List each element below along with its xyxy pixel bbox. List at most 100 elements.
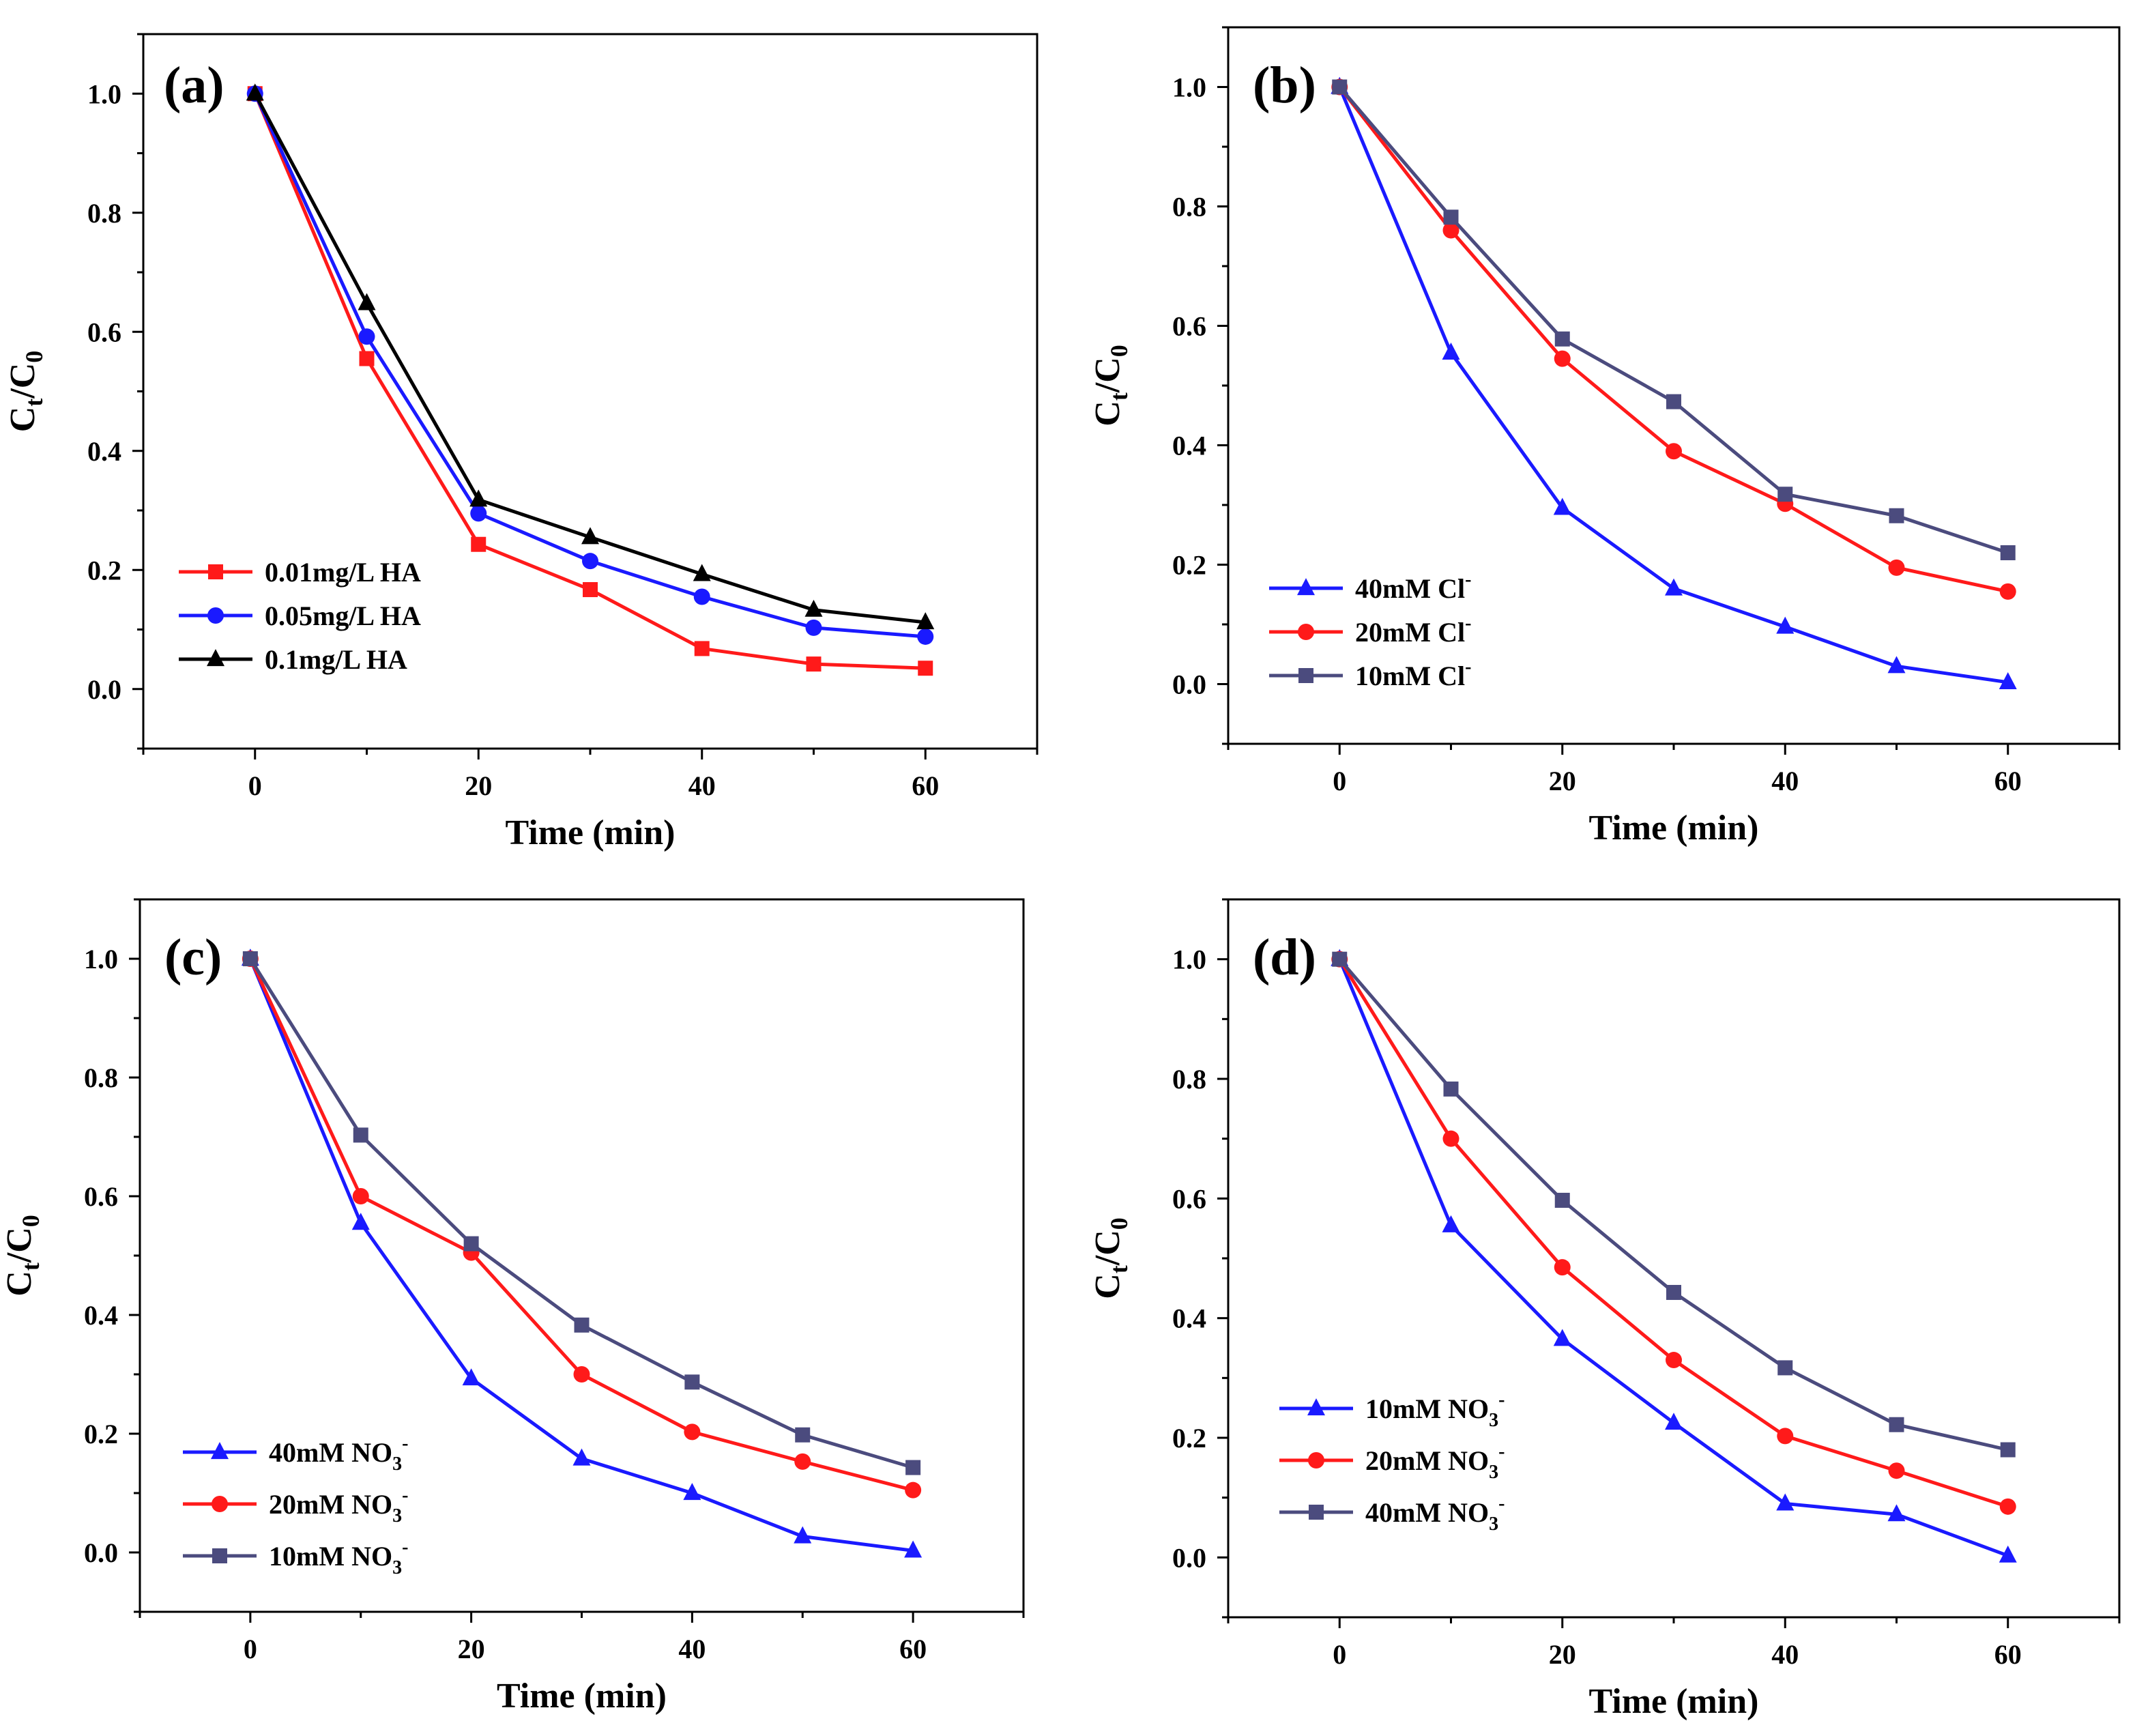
legend-label-text: 40mM Cl — [1355, 573, 1465, 604]
legend-label-sub: 3 — [392, 1557, 402, 1578]
y-tick-label: 1.0 — [87, 78, 121, 109]
data-point — [351, 1213, 370, 1230]
y-axis-title-main: C — [1088, 1273, 1127, 1299]
legend-item: 0.01mg/L HA — [179, 557, 421, 588]
y-axis-title-main: C — [0, 1271, 39, 1297]
legend: 40mM NO3-20mM NO3-10mM NO3- — [183, 1433, 408, 1578]
y-axis-title-sub: t — [17, 1262, 44, 1271]
x-tick-label: 0 — [244, 1634, 257, 1664]
data-point — [1666, 1284, 1681, 1300]
legend: 10mM NO3 - 20mM NO3- 40mM NO3- — [1279, 1389, 1505, 1535]
legend-item: 20mM NO3- — [183, 1485, 408, 1527]
data-point — [572, 1448, 591, 1466]
data-point — [1889, 508, 1904, 523]
data-point — [469, 489, 488, 507]
series-line — [1338, 85, 2009, 594]
legend-label-sup: - — [402, 1485, 408, 1506]
y-tick-label: 1.0 — [84, 944, 118, 974]
legend-label: 40mM NO3- — [269, 1433, 408, 1475]
data-point — [684, 1423, 701, 1441]
legend-item: 20mM NO3- — [1279, 1441, 1505, 1483]
legend-label: 10mM NO3- — [269, 1537, 408, 1578]
data-point — [2000, 1442, 2016, 1458]
legend-label-sup: - — [402, 1433, 408, 1454]
legend-marker — [1307, 1398, 1325, 1416]
y-axis-title-mid: /C — [1088, 357, 1127, 393]
y-tick-label: 0.8 — [1172, 192, 1206, 222]
series-2 — [242, 951, 922, 1499]
x-tick-label: 60 — [912, 770, 939, 801]
y-axis-title-mid: /C — [0, 1227, 39, 1263]
legend-label-sub: 3 — [392, 1505, 402, 1527]
data-point — [693, 588, 710, 605]
panel-d-frame — [1227, 898, 2121, 1619]
legend-label-sub: 3 — [1489, 1410, 1498, 1431]
data-point — [1777, 487, 1793, 502]
x-tick-label: 20 — [465, 770, 492, 801]
x-tick-label: 20 — [458, 1634, 485, 1664]
y-tick-label: 0.2 — [84, 1419, 118, 1449]
y-tick-label: 0.4 — [84, 1300, 118, 1331]
x-tick-label: 0 — [1333, 1639, 1346, 1670]
legend-label: 40mM NO3- — [1365, 1493, 1505, 1535]
data-point — [1888, 1462, 1905, 1479]
data-point — [1443, 1081, 1459, 1097]
legend-label-text: 10mM NO — [1365, 1393, 1489, 1424]
legend-label-text: 20mM NO — [1365, 1445, 1489, 1476]
data-point — [358, 293, 376, 310]
data-point — [794, 1526, 812, 1544]
data-point — [582, 553, 598, 570]
y-axis-title-mid: /C — [1088, 1230, 1127, 1266]
data-point — [1999, 1545, 2017, 1563]
y-tick-label: 0.0 — [1172, 669, 1206, 700]
series-line — [248, 957, 914, 1492]
x-axis-title: Time (min) — [1589, 1682, 1759, 1721]
y-tick-label: 0.2 — [1172, 550, 1206, 581]
legend-label-text: 0.05mg/L HA — [265, 601, 421, 631]
data-point — [1887, 656, 1906, 674]
series-3 — [1332, 79, 2016, 560]
y-axis-title-main: C — [3, 407, 42, 433]
x-axis-title: Time (min) — [497, 1677, 667, 1716]
legend-item: 40mM Cl- — [1269, 569, 1471, 604]
data-point — [462, 1368, 480, 1386]
legend-marker — [1309, 1505, 1324, 1520]
data-point — [806, 656, 822, 672]
data-point — [683, 1483, 701, 1501]
legend-marker — [1298, 624, 1314, 640]
y-axis-title-sub: t — [1105, 1265, 1133, 1273]
legend-label-text: 0.01mg/L HA — [265, 557, 421, 588]
x-tick-label: 20 — [1549, 766, 1576, 796]
legend-item: 10mM NO3- — [183, 1537, 408, 1578]
series-3 — [246, 83, 935, 630]
data-point — [242, 951, 258, 966]
y-axis-title-sub: 0 — [20, 351, 48, 363]
data-point — [694, 641, 710, 656]
data-point — [1776, 1493, 1795, 1511]
data-point — [353, 1127, 368, 1143]
data-point — [1666, 394, 1681, 409]
legend-label: 20mM Cl- — [1355, 613, 1471, 648]
legend-label-text: 40mM NO — [269, 1437, 392, 1468]
legend-marker — [208, 564, 223, 579]
data-point — [1776, 616, 1795, 634]
legend: 40mM Cl-20mM Cl-10mM Cl- — [1269, 569, 1471, 691]
legend-label-sup: - — [1498, 1493, 1505, 1514]
legend: 0.01mg/L HA 0.05mg/L HA 0.1mg/L HA — [179, 557, 421, 675]
legend-label-sup: - — [1465, 613, 1471, 634]
legend-label: 20mM NO3- — [1365, 1441, 1505, 1483]
data-point — [1889, 1417, 1904, 1432]
data-point — [1777, 1360, 1793, 1376]
legend-label-text: 10mM NO — [269, 1541, 392, 1572]
series-line — [1338, 958, 2009, 1451]
y-tick-label: 0.2 — [1172, 1423, 1206, 1453]
legend-label: 20mM NO3- — [269, 1485, 408, 1527]
data-point — [463, 1236, 479, 1252]
legend-label-sup: - — [402, 1537, 408, 1558]
data-point — [1554, 1259, 1571, 1276]
data-point — [574, 1317, 590, 1333]
legend-marker — [211, 1442, 229, 1460]
